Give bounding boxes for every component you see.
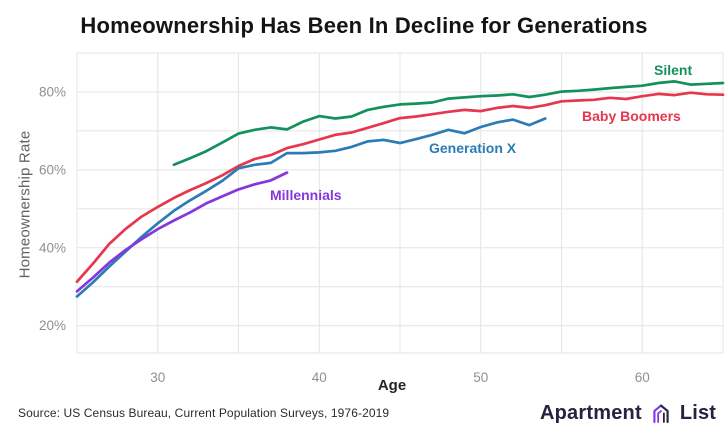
y-tick-label: 40% — [39, 240, 66, 255]
series-label-millennials: Millennials — [270, 187, 342, 203]
brand-word-list: List — [679, 401, 717, 424]
series-label-generation-x: Generation X — [429, 140, 517, 156]
y-tick-label: 20% — [39, 318, 66, 333]
x-tick-label: 50 — [473, 370, 488, 385]
brand-word-apartment: Apartment — [540, 401, 642, 424]
chart-title: Homeownership Has Been In Decline for Ge… — [80, 13, 648, 38]
plot-frame — [76, 52, 724, 354]
series-line-generation-x — [75, 117, 547, 298]
series-line-silent — [172, 80, 725, 167]
apartment-list-logo-icon — [653, 404, 669, 424]
y-tick-label: 80% — [39, 84, 66, 99]
y-axis-title: Homeownership Rate — [16, 130, 34, 279]
x-tick-label: 60 — [635, 370, 650, 385]
series-label-baby-boomers: Baby Boomers — [582, 108, 681, 124]
x-tick-label: 40 — [312, 370, 327, 385]
series-line-millennials — [75, 171, 289, 293]
brand-logo: Apartment List — [540, 398, 716, 428]
x-axis-title: Age — [377, 377, 407, 394]
series-line-baby-boomers — [75, 91, 725, 284]
x-tick-label: 30 — [150, 370, 165, 385]
series-label-silent: Silent — [654, 62, 693, 78]
y-tick-label: 60% — [39, 162, 66, 177]
source-note: Source: US Census Bureau, Current Popula… — [18, 406, 390, 420]
